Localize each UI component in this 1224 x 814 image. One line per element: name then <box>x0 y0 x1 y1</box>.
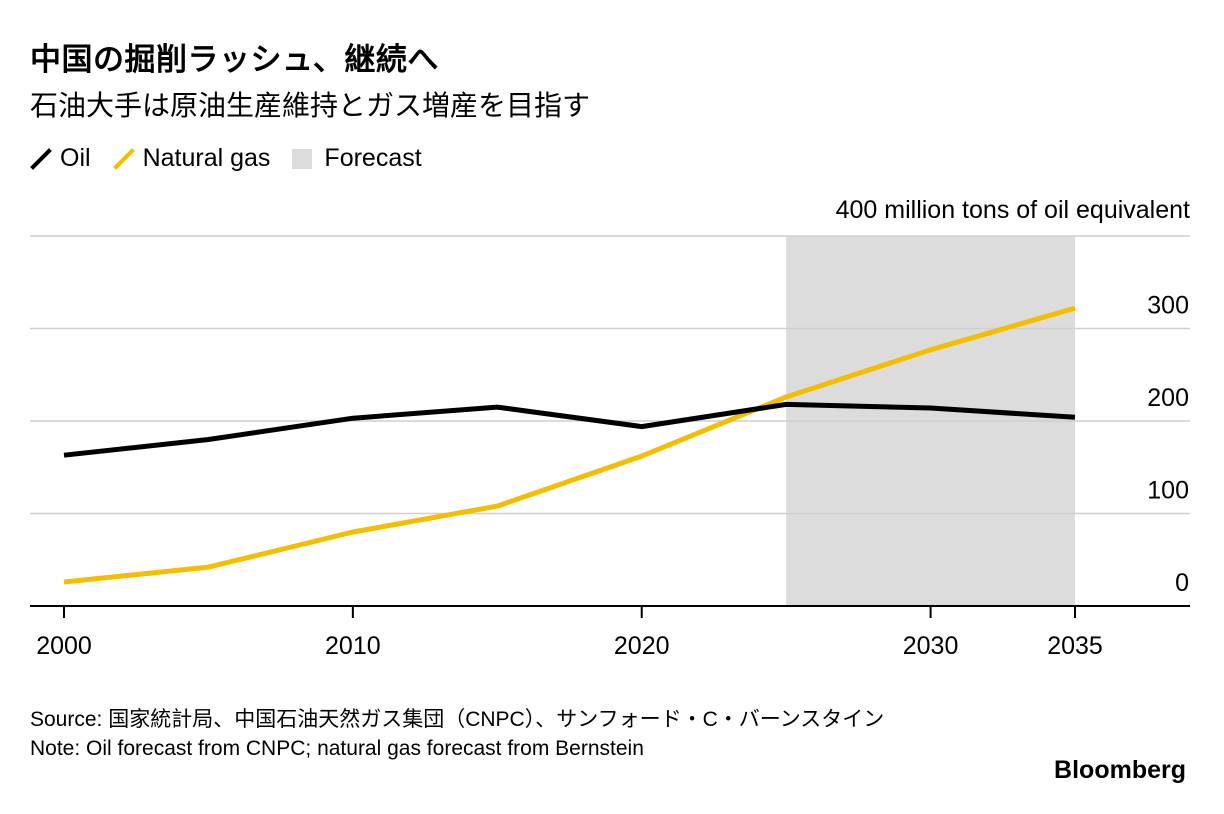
legend-label-gas: Natural gas <box>142 144 271 172</box>
y-tick-label-100: 100 <box>1147 477 1189 505</box>
series-line-oil <box>63 401 1076 458</box>
x-tick-label-2010: 2010 <box>325 632 381 660</box>
x-tick-label-2035: 2035 <box>1047 632 1103 660</box>
y-tick-label-200: 200 <box>1147 384 1189 412</box>
chart-subtitle: 石油大手は原油生産維持とガス増産を目指す <box>30 89 591 122</box>
legend-item-gas: Natural gas <box>112 144 271 173</box>
legend-label-forecast: Forecast <box>324 144 422 172</box>
oil-line-icon <box>30 147 52 170</box>
x-tick-label-2000: 2000 <box>36 632 92 660</box>
legend-item-forecast: Forecast <box>292 144 422 173</box>
footnote: Note: Oil forecast from CNPC; natural ga… <box>30 737 644 760</box>
legend-label-oil: Oil <box>60 144 91 172</box>
series-layer <box>63 305 1076 585</box>
brand-logo: Bloomberg <box>1054 756 1186 784</box>
legend: Oil Natural gas Forecast <box>30 144 444 173</box>
footer: Source: 国家統計局、中国石油天然ガス集団（CNPC）、サンフォード・C・… <box>30 705 970 763</box>
y-axis-unit-label: 400 million tons of oil equivalent <box>835 196 1190 224</box>
series-line-natural-gas <box>63 305 1076 585</box>
x-tick-label-2030: 2030 <box>903 632 959 660</box>
source-note: Source: 国家統計局、中国石油天然ガス集団（CNPC）、サンフォード・C・… <box>30 708 885 731</box>
gas-line-icon <box>112 147 135 170</box>
chart-title: 中国の掘削ラッシュ、継続へ <box>30 42 439 78</box>
y-tick-label-300: 300 <box>1147 292 1189 320</box>
forecast-swatch-icon <box>292 148 313 169</box>
y-tick-label-0: 0 <box>1175 569 1189 597</box>
axis-layer: 2000 2010 2020 2030 2035 0 100 200 300 <box>30 292 1190 660</box>
legend-item-oil: Oil <box>30 144 91 173</box>
x-tick-label-2020: 2020 <box>614 632 670 660</box>
